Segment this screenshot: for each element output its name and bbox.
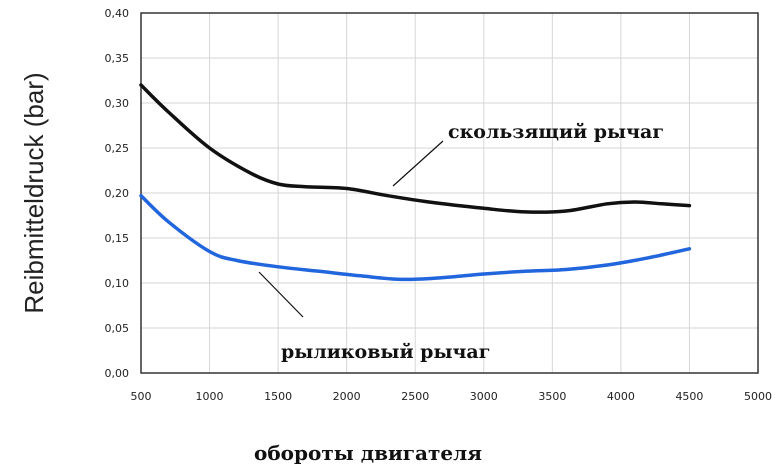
x-tick-label: 2500 bbox=[401, 390, 429, 403]
y-tick-label: 0,05 bbox=[105, 322, 130, 335]
series-lines bbox=[139, 83, 692, 282]
plot-frame bbox=[140, 12, 759, 374]
y-tick-labels: 0,00 0,05 0,10 0,15 0,20 0,25 0,30 0,35 0,40 bbox=[105, 7, 130, 380]
annotation-roller-lever: рыликовый рычаг bbox=[281, 341, 490, 363]
y-tick-label: 0,30 bbox=[105, 97, 130, 110]
x-tick-label: 3500 bbox=[538, 390, 566, 403]
x-tick-label: 1500 bbox=[264, 390, 292, 403]
x-tick-label: 3000 bbox=[470, 390, 498, 403]
x-tick-label: 1000 bbox=[196, 390, 224, 403]
x-tick-label: 4000 bbox=[607, 390, 635, 403]
x-tick-label: 500 bbox=[131, 390, 152, 403]
y-tick-label: 0,15 bbox=[105, 232, 130, 245]
x-tick-label: 2000 bbox=[333, 390, 361, 403]
y-tick-label: 0,20 bbox=[105, 187, 130, 200]
x-tick-label: 5000 bbox=[744, 390, 772, 403]
y-tick-label: 0,10 bbox=[105, 277, 130, 290]
series-line-sliding-lever bbox=[139, 83, 692, 214]
y-tick-label: 0,25 bbox=[105, 142, 130, 155]
x-tick-labels: 500 1000 1500 2000 2500 3000 3500 4000 4500 5000 bbox=[131, 390, 773, 403]
x-axis-label: обороты двигателя bbox=[254, 441, 482, 465]
series-line-roller-lever bbox=[139, 193, 692, 282]
annotation-leader-sliding bbox=[392, 140, 444, 187]
annotation-leader-roller bbox=[258, 271, 304, 318]
y-tick-label: 0,35 bbox=[105, 52, 130, 65]
x-tick-label: 4500 bbox=[675, 390, 703, 403]
y-tick-label: 0,40 bbox=[105, 7, 130, 20]
annotation-sliding-lever: скользящий рычаг bbox=[448, 121, 664, 143]
grid-lines bbox=[141, 13, 758, 373]
y-tick-label: 0,00 bbox=[105, 367, 130, 380]
y-axis-label: Reibmitteldruck (bar) bbox=[19, 72, 49, 313]
